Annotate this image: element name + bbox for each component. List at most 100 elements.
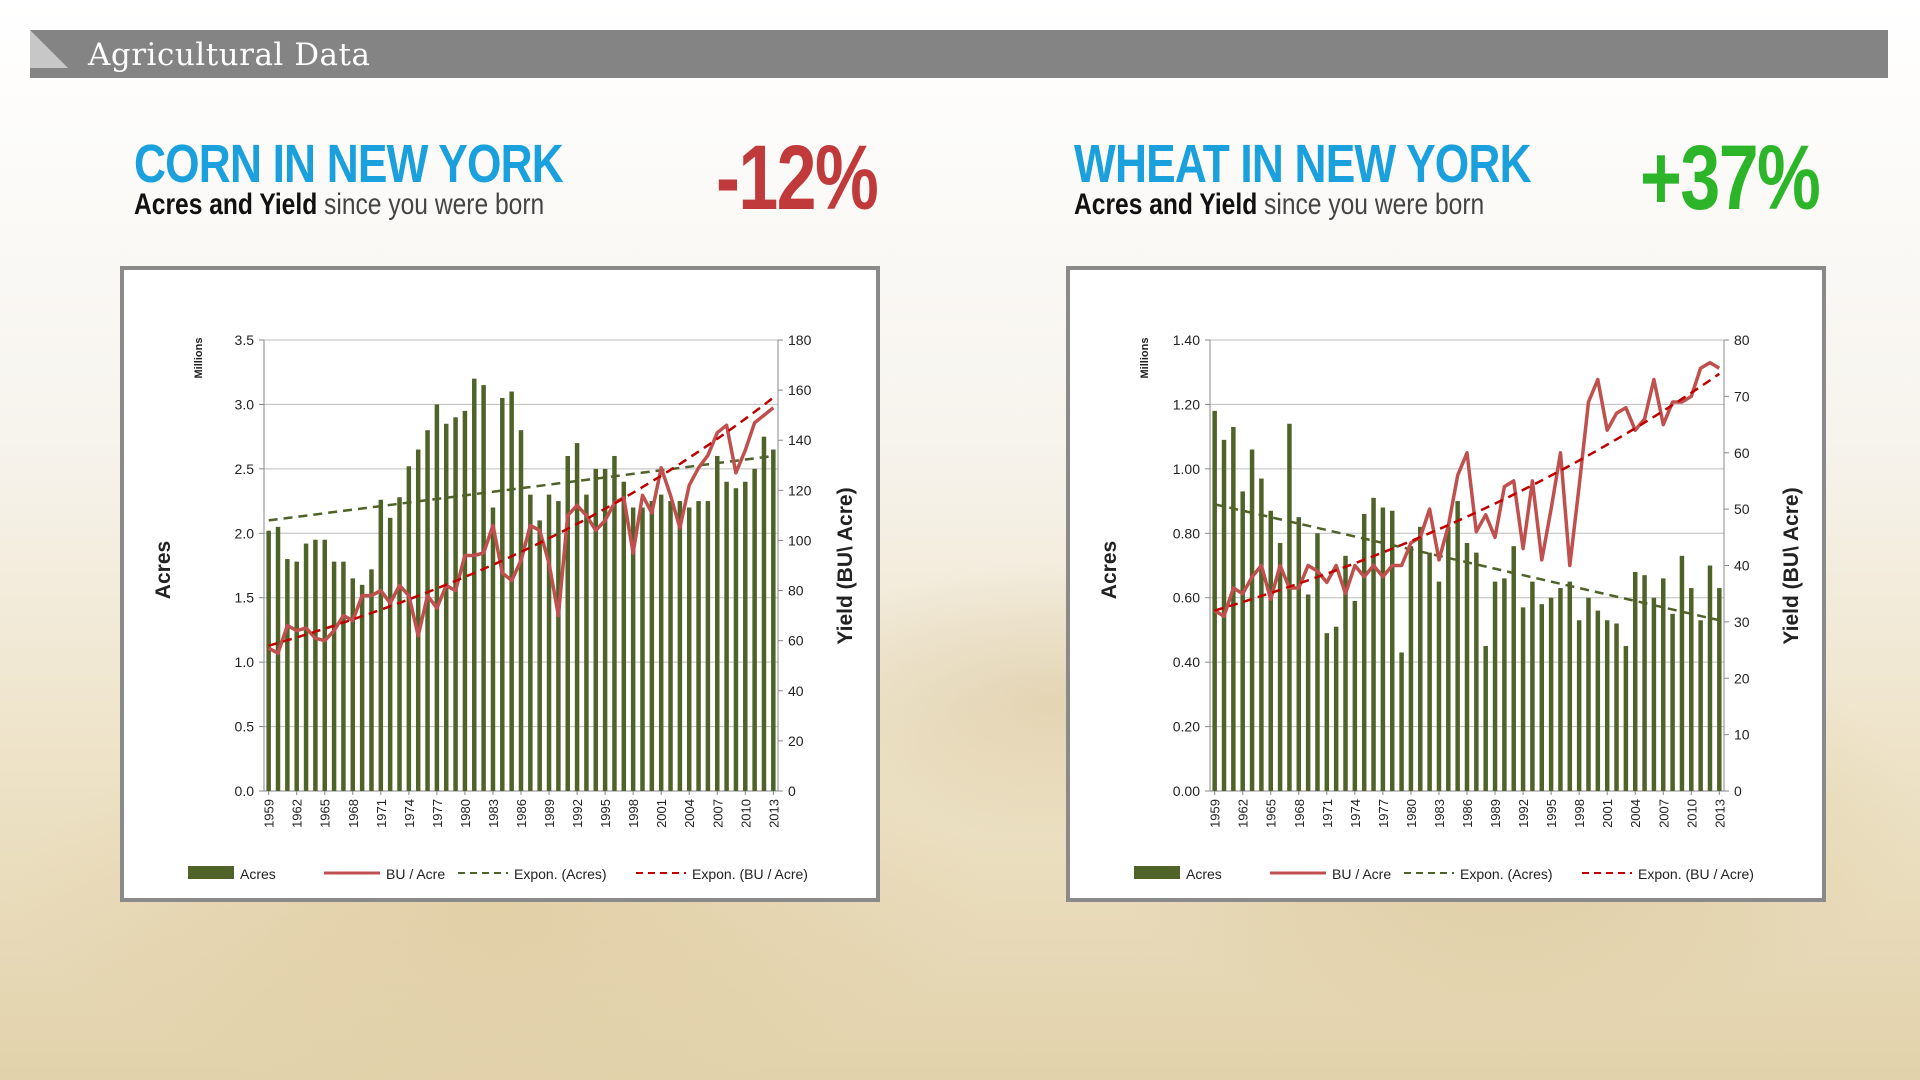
bar-acres [546, 494, 552, 791]
bar-acres [453, 417, 458, 791]
bar-acres [1586, 597, 1591, 791]
bar-acres [649, 501, 655, 791]
legend-swatch-acres [1134, 866, 1180, 879]
legend-label-acres-trend: Expon. (Acres) [1460, 866, 1553, 882]
bar-acres [1324, 633, 1330, 791]
bar-acres [1249, 449, 1255, 791]
panel-title-wheat: WHEAT IN NEW YORK [1074, 134, 1532, 194]
bar-acres [724, 481, 729, 791]
bar-acres [378, 499, 384, 791]
bar-acres [481, 385, 486, 791]
subtitle-light: since you were born [1257, 188, 1485, 221]
bar-acres [1418, 526, 1423, 791]
x-tick-label: 2010 [738, 799, 753, 828]
left-axis-label: Acres [1098, 541, 1121, 599]
bar-acres [640, 507, 645, 791]
x-tick-label: 1965 [318, 799, 333, 828]
bar-acres [556, 501, 561, 791]
legend-label-yield-trend: Expon. (BU / Acre) [692, 866, 808, 882]
bar-acres [425, 430, 430, 791]
bar-acres [406, 466, 412, 791]
bar-acres [584, 494, 589, 791]
left-tick-label: 0.80 [1173, 525, 1200, 541]
legend-label-yield-trend: Expon. (BU / Acre) [1638, 866, 1754, 882]
right-tick-label: 160 [788, 382, 812, 398]
bar-acres [1548, 597, 1554, 791]
legend-label-yield: BU / Acre [1332, 866, 1391, 882]
change-percent-wheat: +37% [1640, 127, 1821, 229]
header-corner-accent [30, 30, 68, 68]
trend-line-acres [268, 454, 774, 522]
bar-acres [500, 397, 505, 791]
legend-label-acres-trend: Expon. (Acres) [514, 866, 607, 882]
left-tick-label: 1.40 [1173, 332, 1200, 348]
right-tick-label: 70 [1734, 388, 1750, 404]
bar-acres [462, 410, 468, 791]
x-tick-label: 1974 [402, 799, 417, 828]
bar-acres [1446, 526, 1451, 791]
bar-acres [266, 530, 271, 791]
right-tick-label: 50 [1734, 501, 1750, 517]
x-tick-label: 1980 [1404, 799, 1419, 828]
trend-line-acres [1214, 503, 1720, 622]
panel-subtitle-corn: Acres and Yield since you were born [134, 188, 544, 222]
bar-acres [574, 443, 580, 791]
bar-acres [1595, 610, 1601, 791]
left-axis-label: Acres [152, 541, 175, 599]
bar-acres [1268, 510, 1273, 791]
x-tick-label: 1989 [542, 799, 557, 828]
right-tick-label: 100 [788, 532, 812, 548]
bar-acres [1679, 555, 1685, 791]
x-tick-label: 1977 [1376, 799, 1391, 828]
bar-acres [668, 501, 673, 791]
bar-acres [1567, 581, 1573, 791]
x-tick-label: 1971 [374, 799, 389, 828]
bar-acres [696, 501, 701, 791]
bar-acres [1651, 597, 1657, 791]
bar-acres [1632, 571, 1638, 791]
bar-acres [1231, 426, 1236, 791]
bar-acres [294, 561, 299, 791]
bar-acres [434, 404, 440, 791]
bar-acres [387, 517, 393, 791]
x-tick-label: 1983 [1432, 799, 1447, 828]
x-tick-label: 1968 [1292, 799, 1307, 828]
bar-acres [1698, 620, 1703, 791]
left-axis-unit-label: Millions [193, 338, 205, 379]
bar-acres [303, 543, 309, 791]
bar-acres [1530, 581, 1535, 791]
x-tick-label: 1968 [346, 799, 361, 828]
left-tick-label: 1.20 [1173, 396, 1200, 412]
bar-acres [350, 578, 356, 791]
bar-acres [1371, 497, 1376, 791]
bar-acres [1240, 491, 1245, 791]
bar-acres [1277, 542, 1283, 791]
bar-acres [658, 494, 664, 791]
x-tick-label: 2001 [654, 799, 669, 828]
bar-acres [1689, 588, 1694, 791]
x-tick-label: 1980 [458, 799, 473, 828]
bar-acres [472, 378, 477, 791]
left-tick-label: 0.40 [1173, 654, 1200, 670]
chart-corn-svg: 0.0 0.5 1.0 1.5 2.0 2.5 3.0 3.5 0 20 40 60 80 100 120 1… [152, 332, 857, 882]
bar-acres [761, 436, 767, 791]
left-tick-label: 1.00 [1173, 461, 1200, 477]
bar-acres [1399, 652, 1404, 791]
right-tick-label: 20 [1734, 670, 1750, 686]
header-bar [30, 30, 1888, 78]
bar-acres [1707, 565, 1713, 791]
chart-wheat-svg: 0.00 0.20 0.40 0.60 0.80 1.00 1.20 1.40 0 10 20 30 4… [1098, 332, 1803, 882]
bar-acres [1315, 533, 1320, 791]
bar-acres [275, 526, 281, 791]
left-tick-label: 2.0 [235, 525, 255, 541]
bar-acres [1389, 510, 1395, 791]
bar-acres [397, 497, 402, 791]
bar-acres [733, 488, 739, 791]
right-tick-label: 80 [1734, 332, 1750, 348]
bar-acres [1408, 546, 1414, 791]
bar-acres [1380, 507, 1386, 791]
x-tick-label: 2004 [682, 799, 697, 828]
bar-acres [1614, 623, 1619, 791]
x-tick-label: 2010 [1684, 799, 1699, 828]
bar-acres [1474, 552, 1479, 791]
